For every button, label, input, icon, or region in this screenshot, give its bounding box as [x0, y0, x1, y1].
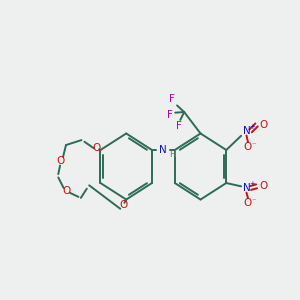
Text: O: O [260, 181, 268, 191]
Text: O: O [119, 200, 128, 211]
Text: O: O [93, 143, 101, 153]
Text: H: H [169, 151, 176, 160]
Text: O: O [244, 198, 252, 208]
Text: N: N [243, 126, 250, 136]
Text: O: O [244, 142, 252, 152]
Text: N: N [160, 145, 167, 155]
Text: F: F [176, 121, 182, 131]
Text: +: + [249, 124, 255, 130]
Text: F: F [167, 110, 173, 120]
Text: ⁻: ⁻ [252, 140, 256, 149]
Text: O: O [62, 186, 71, 196]
Text: O: O [56, 156, 65, 166]
Text: O: O [260, 120, 268, 130]
Text: ⁻: ⁻ [252, 196, 256, 206]
Text: F: F [169, 94, 175, 104]
Text: +: + [249, 181, 255, 187]
Text: N: N [243, 183, 250, 193]
